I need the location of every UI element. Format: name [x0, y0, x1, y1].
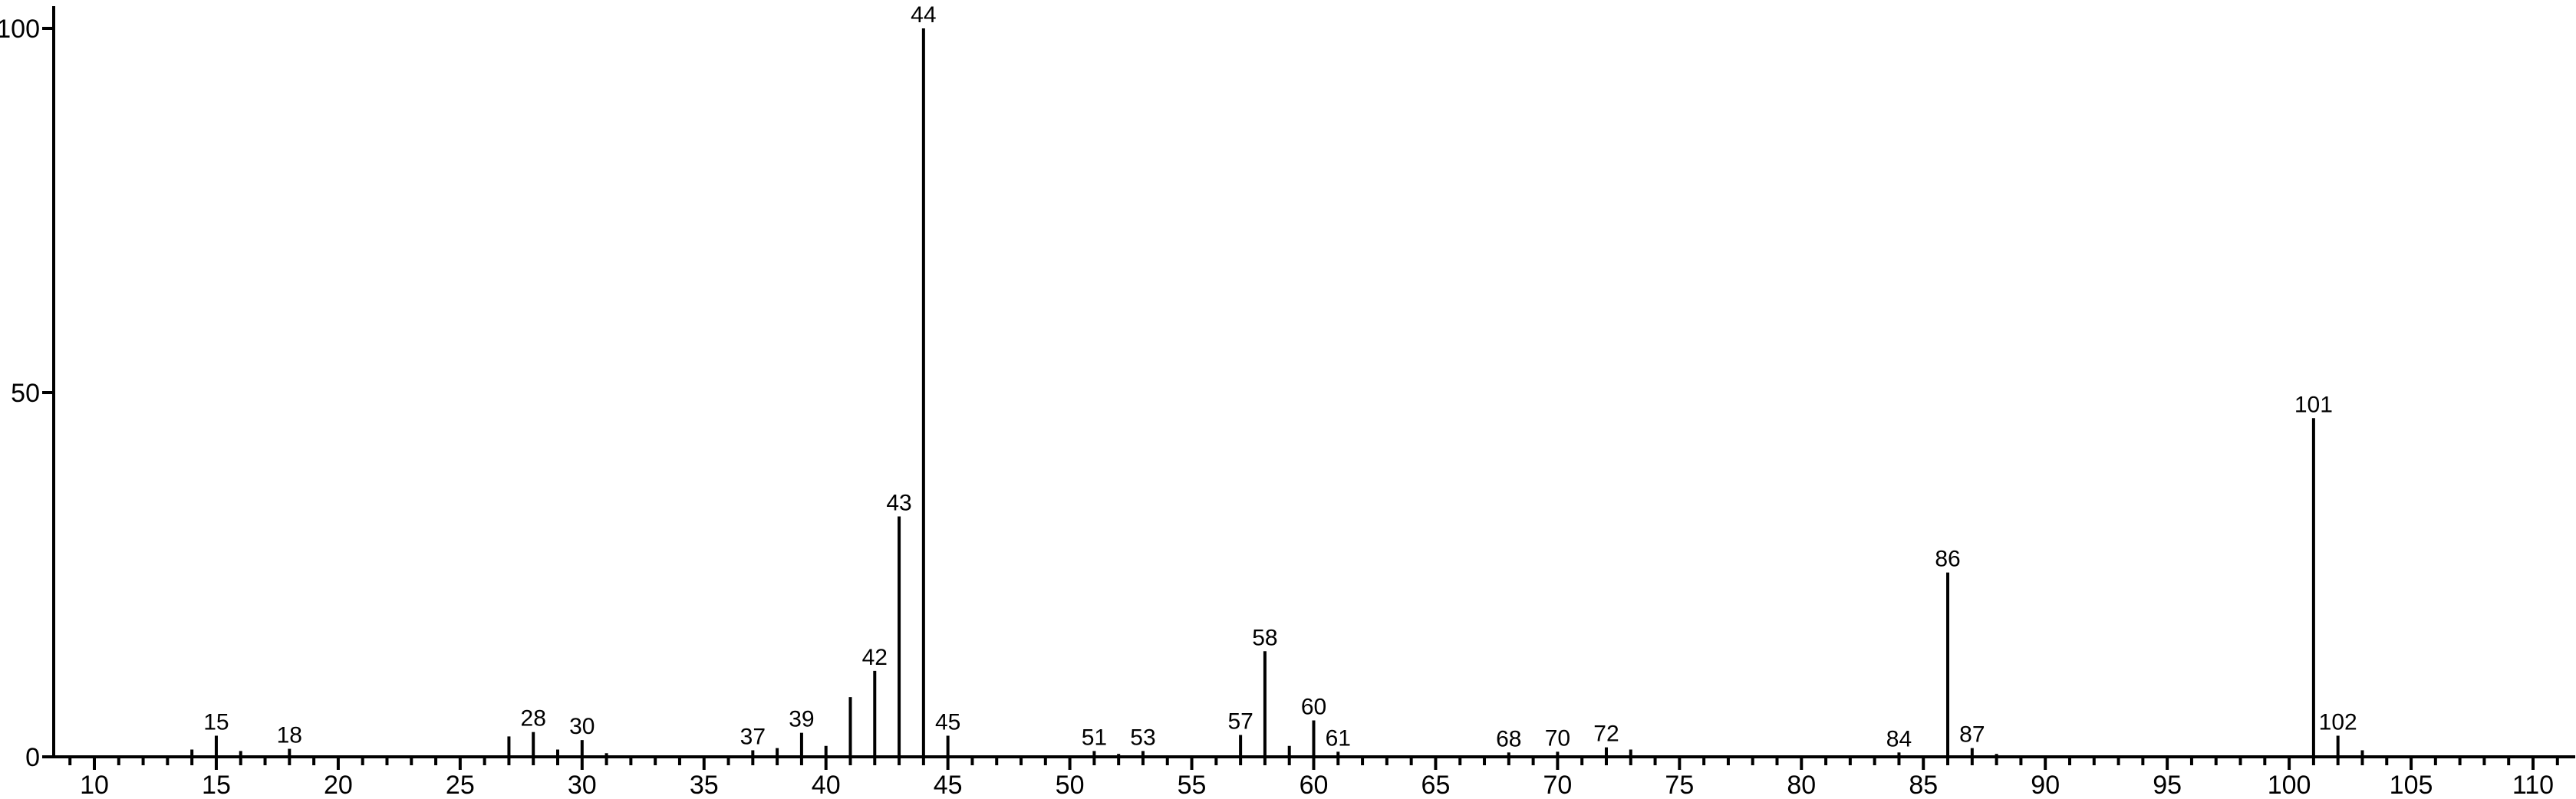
- x-tick-label-90: 90: [2031, 771, 2060, 799]
- peak-label-37: 37: [740, 724, 766, 749]
- peak-label-43: 43: [886, 491, 911, 516]
- x-tick-label-100: 100: [2268, 771, 2311, 799]
- peak-label-18: 18: [277, 723, 302, 748]
- peak-label-42: 42: [862, 645, 888, 670]
- x-tick-label-35: 35: [690, 771, 719, 799]
- x-tick-label-45: 45: [934, 771, 963, 799]
- x-tick-label-15: 15: [202, 771, 231, 799]
- peak-label-57: 57: [1227, 709, 1253, 735]
- x-tick-label-110: 110: [2512, 771, 2554, 799]
- peak-label-70: 70: [1545, 725, 1570, 751]
- peak-label-102: 102: [2319, 709, 2357, 735]
- peak-label-45: 45: [935, 709, 960, 735]
- x-tick-label-30: 30: [568, 771, 597, 799]
- x-tick-label-55: 55: [1178, 771, 1207, 799]
- x-tick-label-20: 20: [324, 771, 353, 799]
- y-tick-label-0: 0: [25, 743, 40, 772]
- peak-label-84: 84: [1886, 726, 1912, 751]
- y-axis-ticks: 0 50 100: [0, 15, 54, 772]
- x-tick-label-80: 80: [1787, 771, 1816, 799]
- peak-label-72: 72: [1593, 722, 1619, 747]
- x-tick-label-70: 70: [1543, 771, 1572, 799]
- peak-label-51: 51: [1082, 725, 1107, 750]
- peak-label-87: 87: [1959, 722, 1985, 748]
- peak-label-68: 68: [1496, 726, 1521, 751]
- x-tick-label-95: 95: [2153, 771, 2182, 799]
- x-tick-label-105: 105: [2390, 771, 2433, 799]
- x-tick-label-25: 25: [446, 771, 475, 799]
- y-tick-label-50: 50: [11, 379, 40, 408]
- peak-label-44: 44: [911, 2, 936, 28]
- peak-label-58: 58: [1252, 625, 1277, 650]
- peak-label-30: 30: [569, 714, 595, 739]
- x-tick-label-65: 65: [1421, 771, 1451, 799]
- peak-label-53: 53: [1130, 725, 1155, 750]
- peak-label-28: 28: [521, 706, 546, 732]
- x-tick-label-85: 85: [1909, 771, 1938, 799]
- x-tick-label-50: 50: [1056, 771, 1085, 799]
- peak-label-101: 101: [2294, 392, 2333, 417]
- peaks: [190, 28, 2364, 757]
- peak-label-60: 60: [1301, 695, 1326, 720]
- x-tick-label-75: 75: [1665, 771, 1694, 799]
- x-axis-ticks: 10 15 20 25 30 35 40 45 50 55 60 65 70 75 80 85 90 95 100 1…: [68, 757, 2559, 799]
- y-tick-label-100: 100: [0, 15, 40, 44]
- x-tick-label-40: 40: [812, 771, 841, 799]
- x-tick-label-60: 60: [1300, 771, 1329, 799]
- peak-label-15: 15: [203, 709, 229, 735]
- peak-label-39: 39: [789, 707, 814, 732]
- peak-label-61: 61: [1326, 725, 1351, 751]
- x-tick-label-10: 10: [80, 771, 109, 799]
- peak-label-86: 86: [1935, 547, 1960, 572]
